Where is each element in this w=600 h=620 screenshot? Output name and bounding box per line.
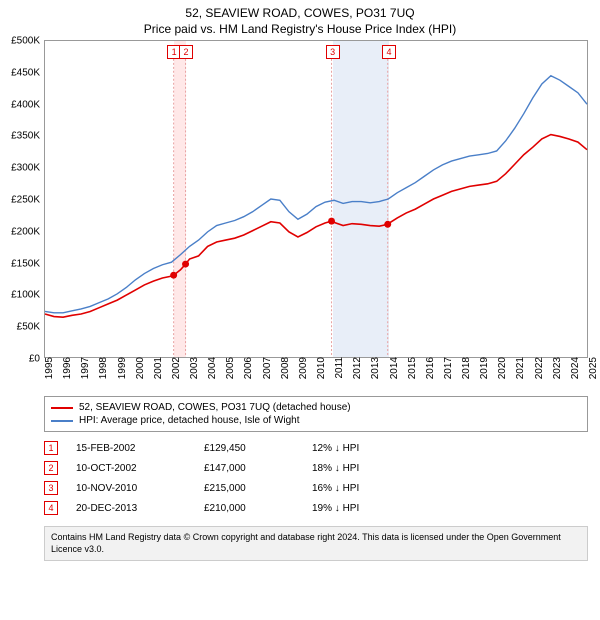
x-tick-label: 2013 [367, 357, 381, 379]
x-tick-label: 2004 [204, 357, 218, 379]
y-tick-label: £150K [11, 258, 45, 269]
sales-table: 1 15-FEB-2002 £129,450 12% ↓ HPI 2 10-OCT-200… [44, 438, 588, 518]
y-tick-label: £500K [11, 36, 45, 47]
sale-row: 1 15-FEB-2002 £129,450 12% ↓ HPI [44, 438, 588, 458]
x-tick-label: 2022 [531, 357, 545, 379]
legend-label: HPI: Average price, detached house, Isle… [79, 415, 300, 426]
x-tick-label: 2016 [422, 357, 436, 379]
sale-date: 10-OCT-2002 [76, 463, 186, 474]
x-tick-label: 2008 [277, 357, 291, 379]
y-tick-label: £250K [11, 195, 45, 206]
y-tick-label: £400K [11, 99, 45, 110]
x-tick-label: 2007 [259, 357, 273, 379]
sale-marker-icon: 3 [44, 481, 58, 495]
sale-delta: 18% ↓ HPI [312, 463, 359, 474]
legend: 52, SEAVIEW ROAD, COWES, PO31 7UQ (detac… [44, 396, 588, 432]
chart-svg [45, 41, 587, 357]
sale-row: 4 20-DEC-2013 £210,000 19% ↓ HPI [44, 498, 588, 518]
sale-price: £210,000 [204, 503, 294, 514]
legend-swatch [51, 407, 73, 409]
sale-marker-icon: 2 [44, 461, 58, 475]
y-tick-label: £100K [11, 290, 45, 301]
x-tick-label: 2020 [494, 357, 508, 379]
sale-marker-icon: 4 [44, 501, 58, 515]
x-tick-label: 2011 [331, 357, 345, 379]
sale-date: 15-FEB-2002 [76, 443, 186, 454]
x-tick-label: 1998 [95, 357, 109, 379]
x-tick-label: 1996 [59, 357, 73, 379]
y-tick-label: £350K [11, 131, 45, 142]
sale-marker: 2 [179, 45, 193, 59]
sale-marker: 3 [326, 45, 340, 59]
x-tick-label: 2018 [458, 357, 472, 379]
x-tick-label: 2002 [168, 357, 182, 379]
x-tick-label: 2014 [386, 357, 400, 379]
y-tick-label: £450K [11, 67, 45, 78]
chart-area: £0£50K£100K£150K£200K£250K£300K£350K£400… [44, 40, 588, 358]
plot-region: £0£50K£100K£150K£200K£250K£300K£350K£400… [44, 40, 588, 358]
legend-item: 52, SEAVIEW ROAD, COWES, PO31 7UQ (detac… [51, 401, 581, 414]
sale-marker: 4 [382, 45, 396, 59]
x-tick-label: 2001 [150, 357, 164, 379]
sale-row: 3 10-NOV-2010 £215,000 16% ↓ HPI [44, 478, 588, 498]
sale-delta: 19% ↓ HPI [312, 503, 359, 514]
sale-date: 20-DEC-2013 [76, 503, 186, 514]
legend-swatch [51, 420, 73, 422]
sale-date: 10-NOV-2010 [76, 483, 186, 494]
y-tick-label: £200K [11, 226, 45, 237]
x-tick-label: 2003 [186, 357, 200, 379]
x-tick-label: 1997 [77, 357, 91, 379]
x-tick-label: 2009 [295, 357, 309, 379]
sale-price: £147,000 [204, 463, 294, 474]
x-tick-label: 2015 [404, 357, 418, 379]
x-tick-label: 2024 [567, 357, 581, 379]
sale-delta: 16% ↓ HPI [312, 483, 359, 494]
x-tick-label: 2012 [349, 357, 363, 379]
x-tick-label: 2025 [585, 357, 599, 379]
sale-price: £129,450 [204, 443, 294, 454]
x-tick-label: 2005 [222, 357, 236, 379]
x-tick-label: 2021 [512, 357, 526, 379]
attribution-footer: Contains HM Land Registry data © Crown c… [44, 526, 588, 561]
chart-title: 52, SEAVIEW ROAD, COWES, PO31 7UQ [0, 0, 600, 20]
sale-delta: 12% ↓ HPI [312, 443, 359, 454]
x-tick-label: 1995 [41, 357, 55, 379]
y-tick-label: £50K [17, 322, 45, 333]
legend-label: 52, SEAVIEW ROAD, COWES, PO31 7UQ (detac… [79, 402, 351, 413]
x-tick-label: 2000 [132, 357, 146, 379]
sale-price: £215,000 [204, 483, 294, 494]
chart-subtitle: Price paid vs. HM Land Registry's House … [0, 20, 600, 40]
y-tick-label: £300K [11, 163, 45, 174]
x-tick-label: 2017 [440, 357, 454, 379]
x-tick-label: 1999 [114, 357, 128, 379]
x-tick-label: 2010 [313, 357, 327, 379]
sale-row: 2 10-OCT-2002 £147,000 18% ↓ HPI [44, 458, 588, 478]
legend-item: HPI: Average price, detached house, Isle… [51, 414, 581, 427]
chart-container: 52, SEAVIEW ROAD, COWES, PO31 7UQ Price … [0, 0, 600, 620]
x-tick-label: 2006 [240, 357, 254, 379]
sale-marker-icon: 1 [44, 441, 58, 455]
x-tick-label: 2023 [549, 357, 563, 379]
x-tick-label: 2019 [476, 357, 490, 379]
